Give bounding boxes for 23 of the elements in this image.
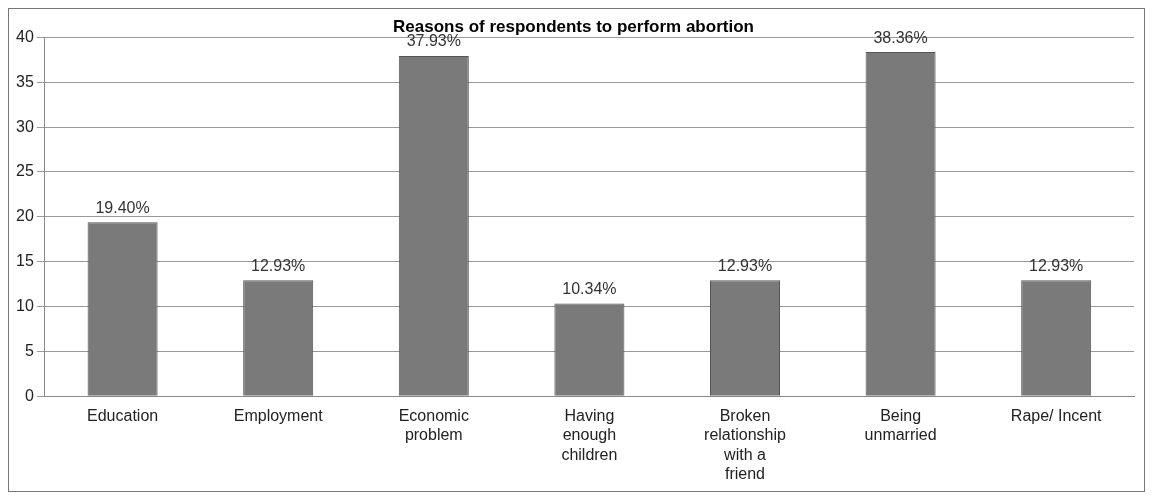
y-tick-label: 30 [16, 117, 34, 135]
y-tick-label: 40 [16, 27, 34, 45]
x-tick-label: Employment [233, 407, 324, 425]
data-label: 10.34% [562, 279, 617, 297]
x-tick-label: Education [87, 407, 159, 425]
x-tick-label: Having enough children [561, 407, 618, 463]
data-label: 19.40% [95, 198, 150, 216]
x-tick-label: Rape/ Incent [1010, 407, 1103, 425]
data-label: 37.93% [406, 32, 461, 50]
y-tick-label: 25 [16, 162, 34, 180]
y-tick-label: 10 [16, 296, 34, 314]
data-label: 12.93% [251, 256, 306, 274]
data-label: 12.93% [717, 256, 773, 274]
x-tick-label: Being unmarried [864, 407, 937, 444]
x-tick-label: Broken relationship with a friend [704, 407, 787, 482]
data-label: 38.36% [873, 28, 928, 46]
y-tick-label: 15 [16, 252, 34, 270]
data-label: 12.93% [1029, 256, 1084, 274]
y-tick-label: 35 [16, 72, 34, 90]
y-tick-label: 0 [24, 386, 34, 404]
y-tick-label: 20 [16, 207, 34, 225]
x-tick-label: Economic problem [398, 407, 469, 444]
y-tick-label: 5 [24, 341, 34, 359]
